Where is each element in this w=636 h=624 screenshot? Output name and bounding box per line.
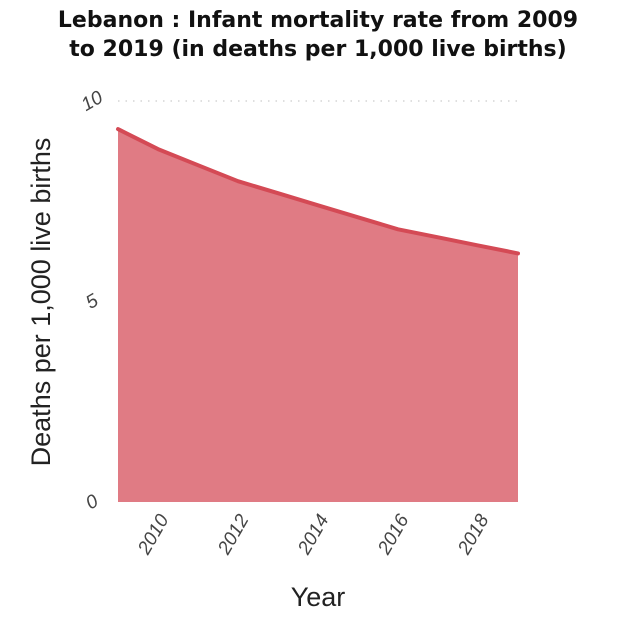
y-tick-label: 0: [82, 490, 102, 514]
x-axis-ticks: 2010 2012 2014 2016 2018: [134, 511, 494, 559]
chart-title-line-2: to 2019 (in deaths per 1,000 live births…: [69, 37, 567, 62]
y-tick-label: 10: [78, 87, 107, 116]
y-tick-label: 5: [82, 290, 102, 314]
x-tick-label: 2010: [134, 511, 174, 559]
x-tick-label: 2014: [294, 511, 334, 559]
x-tick-label: 2016: [374, 511, 414, 559]
x-axis-label: Year: [291, 582, 346, 612]
series-line: [116, 127, 520, 256]
chart-title: Lebanon : Infant mortality rate from 200…: [0, 6, 636, 64]
x-tick-label: 2018: [454, 511, 494, 559]
x-tick-label: 2012: [214, 511, 254, 559]
y-axis-ticks: 0 5 10: [78, 87, 107, 514]
y-axis-label: Deaths per 1,000 live births: [26, 138, 56, 467]
area-fill: [118, 129, 518, 502]
chart-title-line-1: Lebanon : Infant mortality rate from 200…: [57, 8, 579, 33]
